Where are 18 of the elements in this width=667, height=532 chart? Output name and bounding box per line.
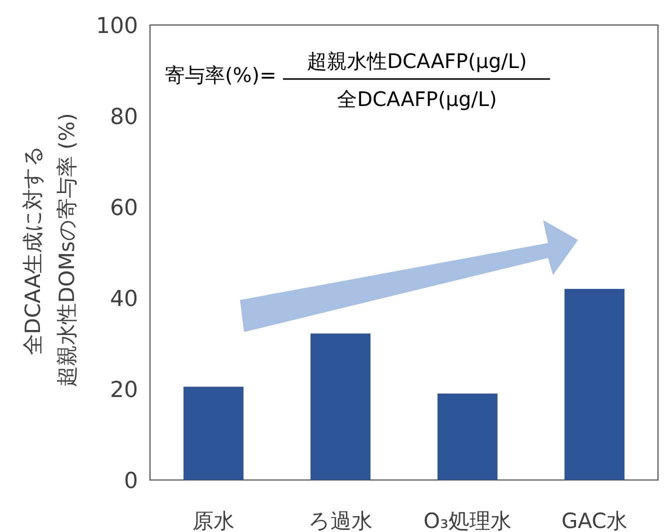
x-tick-label: 原水	[192, 509, 234, 532]
y-axis-title: 全DCAA生成に対する超親水性DOMsの寄与率 (%)	[21, 113, 79, 387]
y-tick-label: 20	[110, 378, 138, 403]
x-tick-label: O₃処理水	[424, 509, 512, 532]
annotation: 全DCAAFP(μg/L)	[337, 87, 497, 111]
y-tick-label: 100	[96, 14, 138, 39]
x-tick-label: ろ過水	[308, 509, 372, 532]
bar	[438, 394, 498, 480]
x-tick-label: GAC水	[562, 509, 628, 532]
bar	[564, 288, 624, 480]
y-tick-label: 0	[124, 469, 138, 494]
annotation: 寄与率(%)=	[165, 63, 276, 87]
y-tick-label: 40	[110, 287, 138, 312]
bar	[184, 386, 244, 480]
annotation: 超親水性DCAAFP(μg/L)	[307, 49, 527, 73]
y-tick-label: 60	[110, 196, 138, 221]
bar	[310, 333, 370, 480]
y-tick-label: 80	[110, 105, 138, 130]
